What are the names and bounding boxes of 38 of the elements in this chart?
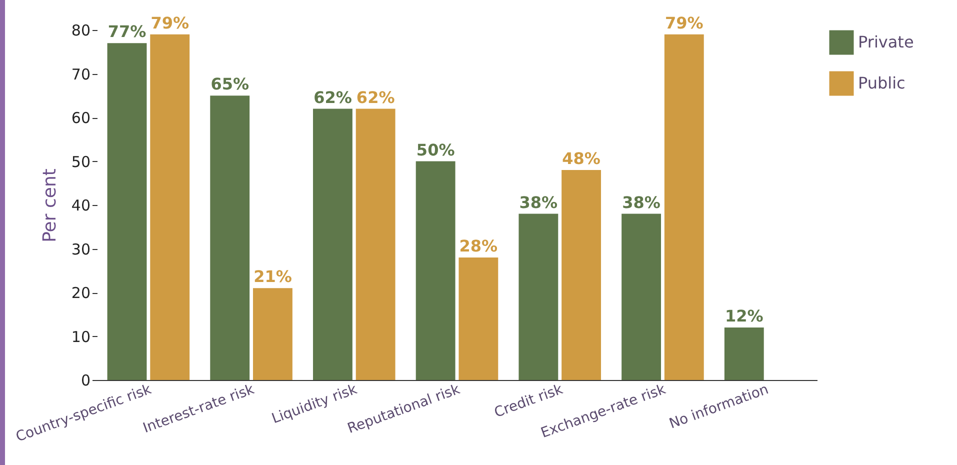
y-tick-label: 0	[80, 372, 90, 390]
bar	[313, 108, 352, 380]
bar	[458, 258, 498, 380]
y-tick-label: 50	[71, 152, 90, 171]
data-label: 21%	[254, 267, 292, 286]
bar	[356, 108, 396, 380]
bar	[210, 96, 250, 380]
bar	[416, 161, 456, 380]
data-label: 77%	[108, 22, 146, 42]
data-label: 79%	[664, 13, 704, 32]
y-tick-label: 60	[71, 109, 90, 127]
data-label: 79%	[150, 13, 190, 32]
data-label: 28%	[459, 236, 498, 256]
data-label: 65%	[210, 74, 250, 94]
legend-label: Private	[858, 32, 914, 52]
y-tick-label: 70	[71, 65, 90, 84]
data-label: 38%	[519, 192, 558, 212]
legend-label: Public	[858, 74, 906, 92]
bar	[562, 170, 601, 380]
data-label: 50%	[416, 140, 455, 160]
y-tick-label: 80	[71, 22, 90, 40]
bar	[518, 214, 558, 380]
bar	[664, 34, 704, 380]
bar	[150, 34, 190, 380]
bar	[622, 214, 661, 380]
data-label: 62%	[314, 88, 352, 107]
data-label: 38%	[622, 192, 660, 212]
y-tick-label: 20	[71, 284, 90, 302]
data-label: 12%	[724, 306, 764, 326]
y-axis-title: Per cent	[39, 168, 60, 242]
bar	[253, 288, 292, 380]
y-tick-label: 30	[71, 240, 90, 258]
bar	[107, 43, 147, 380]
bar	[724, 328, 764, 380]
y-tick-label: 10	[71, 328, 90, 346]
y-tick-label: 40	[71, 196, 90, 214]
data-label: 48%	[562, 149, 600, 168]
data-label: 62%	[356, 88, 395, 107]
